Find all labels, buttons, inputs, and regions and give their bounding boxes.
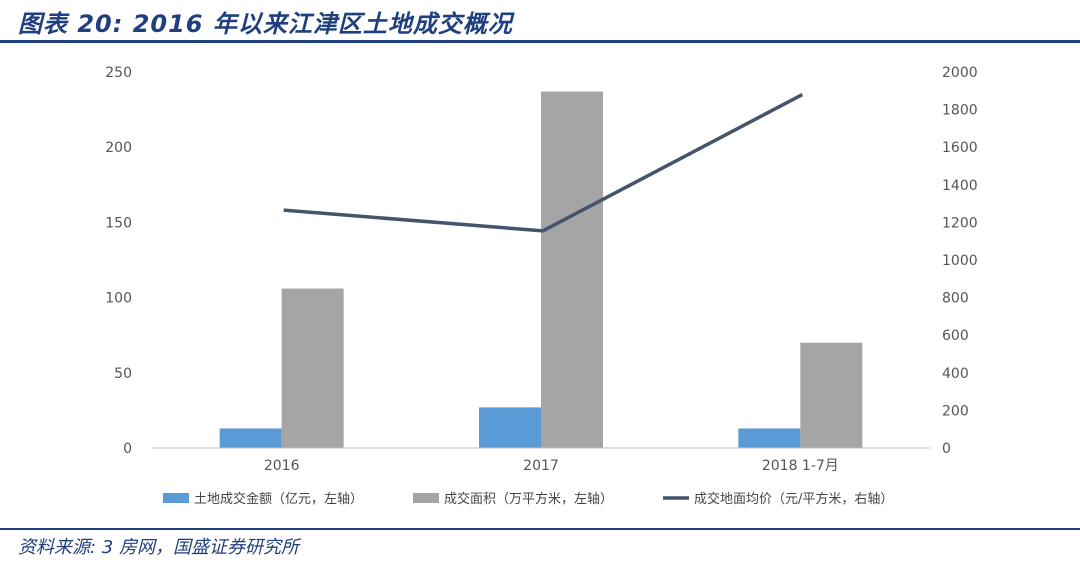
right-axis-tick-label: 200 (942, 403, 969, 419)
x-axis-tick-label: 2018 1-7月 (762, 458, 839, 474)
x-axis-tick-label: 2017 (523, 458, 559, 474)
left-axis-tick-label: 0 (123, 441, 132, 457)
right-axis-tick-label: 800 (942, 291, 969, 307)
chart-title: 图表 20: 2016 年以来江津区土地成交概况 (18, 10, 513, 38)
right-axis-tick-label: 600 (942, 328, 969, 344)
line-series-2 (283, 93, 804, 233)
bar-series-0-0 (219, 428, 282, 448)
right-axis-tick-label: 0 (942, 441, 951, 457)
x-axis-tick-label: 2016 (264, 458, 300, 474)
right-axis-tick-label: 400 (942, 366, 969, 382)
legend-swatch-1 (413, 493, 439, 503)
left-axis-tick-label: 50 (114, 366, 132, 382)
source-note: 资料来源: 3 房网，国盛证券研究所 (18, 537, 299, 558)
right-axis-tick-label: 2000 (942, 65, 978, 81)
left-axis-tick-label: 200 (105, 140, 132, 156)
bar-series-1-2 (800, 342, 863, 448)
legend-label-0: 土地成交金额（亿元，左轴） (194, 491, 363, 507)
right-axis-tick-label: 1400 (942, 178, 978, 194)
bar-series-0-2 (738, 428, 801, 448)
bar-series-1-0 (281, 288, 344, 448)
right-axis-tick-label: 1000 (942, 253, 978, 269)
right-axis-tick-label: 1600 (942, 140, 978, 156)
left-axis-tick-label: 100 (105, 291, 132, 307)
bar-series-1-1 (541, 91, 603, 448)
legend-label-2: 成交地面均价（元/平方米，右轴） (694, 491, 893, 507)
left-axis-tick-label: 250 (105, 65, 132, 81)
left-axis-tick-label: 150 (105, 215, 132, 231)
legend-swatch-0 (163, 493, 189, 503)
chart-area: 0 50 100 150 200 250 0 200 400 600 800 1000 1200 140… (105, 65, 978, 507)
right-axis-tick-label: 1800 (942, 103, 978, 119)
legend-label-1: 成交面积（万平方米，左轴） (444, 491, 613, 507)
bar-series-0-1 (479, 407, 541, 448)
title-rule (0, 40, 1080, 43)
source-rule (0, 528, 1080, 530)
right-axis-tick-label: 1200 (942, 215, 978, 231)
